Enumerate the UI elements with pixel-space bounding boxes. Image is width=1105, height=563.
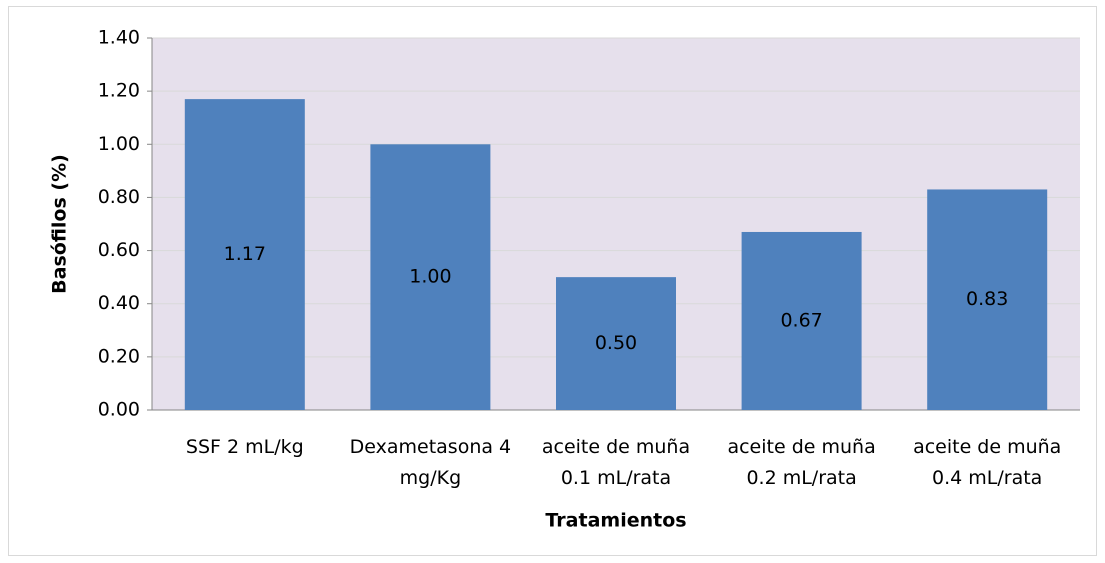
- data-label: 0.67: [780, 309, 822, 331]
- y-tick-label: 0.80: [98, 186, 140, 208]
- y-tick-label: 1.00: [98, 133, 140, 155]
- data-label: 1.17: [224, 243, 266, 265]
- bar: [184, 99, 305, 410]
- bar: [556, 277, 676, 410]
- y-tick-label: 0.40: [98, 292, 140, 314]
- data-label: 0.83: [966, 288, 1008, 310]
- y-tick-label: 0.00: [98, 399, 140, 421]
- bar: [370, 144, 491, 411]
- data-label: 0.50: [595, 332, 637, 354]
- x-tick-label: aceite de muña 0.4 mL/rata: [913, 436, 1061, 489]
- x-tick-label: SSF 2 mL/kg: [186, 436, 304, 458]
- y-tick-label: 1.20: [98, 80, 140, 102]
- y-axis-title: Basófilos (%): [49, 154, 71, 294]
- data-label: 1.00: [409, 266, 451, 288]
- y-tick-label: 0.60: [98, 239, 140, 261]
- bar: [927, 189, 1048, 410]
- x-tick-label: aceite de muña 0.1 mL/rata: [542, 436, 690, 489]
- x-tick-label: aceite de muña 0.2 mL/rata: [727, 436, 875, 489]
- y-tick-label: 0.20: [98, 345, 140, 367]
- x-tick-label: Dexametasona 4 mg/Kg: [350, 436, 512, 489]
- bar: [741, 231, 862, 410]
- x-axis-title: Tratamientos: [545, 510, 686, 532]
- y-tick-label: 1.40: [98, 27, 140, 49]
